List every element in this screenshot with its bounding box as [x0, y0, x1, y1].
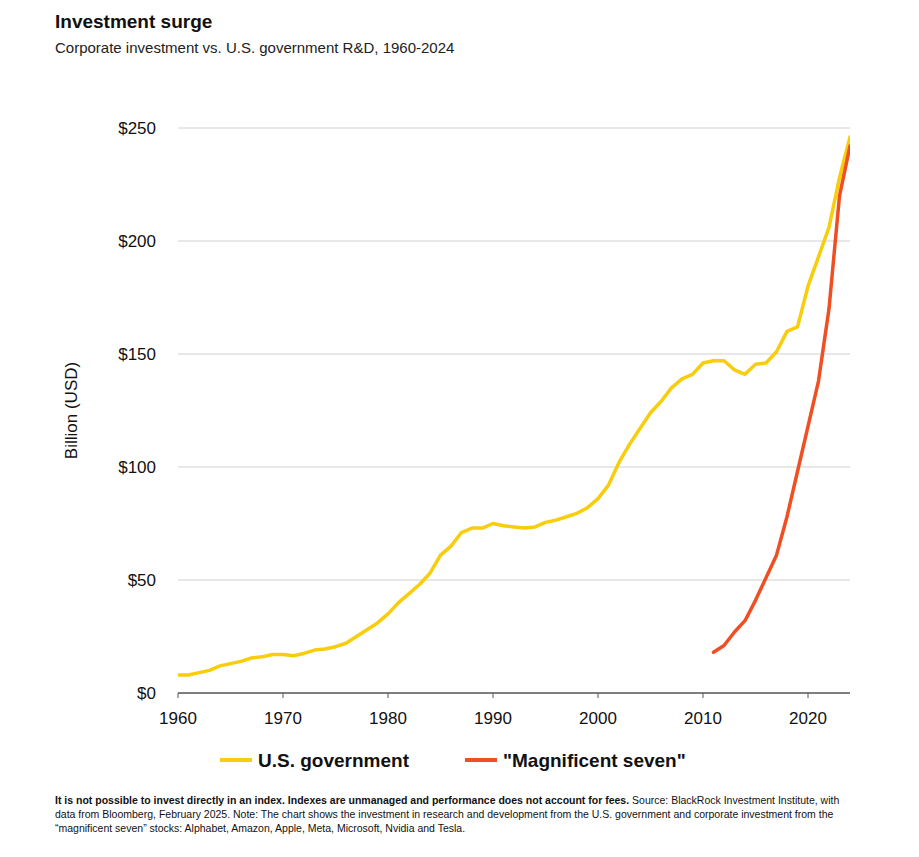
- x-tick-label: 1960: [159, 709, 197, 728]
- y-tick-label: $0: [137, 684, 156, 703]
- y-tick-label: $250: [118, 119, 156, 138]
- x-tick-label: 2010: [684, 709, 722, 728]
- y-tick-label: $100: [118, 458, 156, 477]
- x-tick-label: 2000: [579, 709, 617, 728]
- x-tick-label: 1970: [264, 709, 302, 728]
- legend-label: U.S. government: [258, 750, 410, 771]
- y-tick-label: $150: [118, 345, 156, 364]
- legend-label: "Magnificent seven": [503, 750, 686, 771]
- x-tick: [808, 693, 809, 698]
- y-tick-label: $50: [128, 571, 156, 590]
- grid-line: [178, 241, 850, 242]
- grid-line: [178, 354, 850, 355]
- legend-swatch: [465, 758, 497, 762]
- disclaimer: It is not possible to invest directly in…: [55, 794, 629, 806]
- x-tick: [598, 693, 599, 698]
- grid-line: [178, 128, 850, 129]
- x-tick-label: 1980: [369, 709, 407, 728]
- x-tick: [703, 693, 704, 698]
- x-tick: [178, 693, 179, 698]
- y-tick-label: $200: [118, 232, 156, 251]
- footnote: It is not possible to invest directly in…: [55, 793, 845, 835]
- x-axis-line: [178, 693, 850, 694]
- series-line: [178, 137, 850, 675]
- x-tick-label: 2020: [789, 709, 827, 728]
- subtitle: Corporate investment vs. U.S. government…: [55, 39, 454, 56]
- x-tick: [493, 693, 494, 698]
- chart: Investment surge Corporate investment vs.…: [0, 0, 919, 857]
- title: Investment surge: [55, 11, 212, 32]
- grid-line: [178, 580, 850, 581]
- y-axis-label: Billion (USD): [62, 362, 81, 459]
- x-tick: [388, 693, 389, 698]
- legend-swatch: [220, 758, 252, 762]
- x-tick: [283, 693, 284, 698]
- grid-line: [178, 693, 850, 694]
- x-tick-label: 1990: [474, 709, 512, 728]
- grid-line: [178, 467, 850, 468]
- series-line: [714, 146, 851, 652]
- plot-area: [178, 137, 850, 675]
